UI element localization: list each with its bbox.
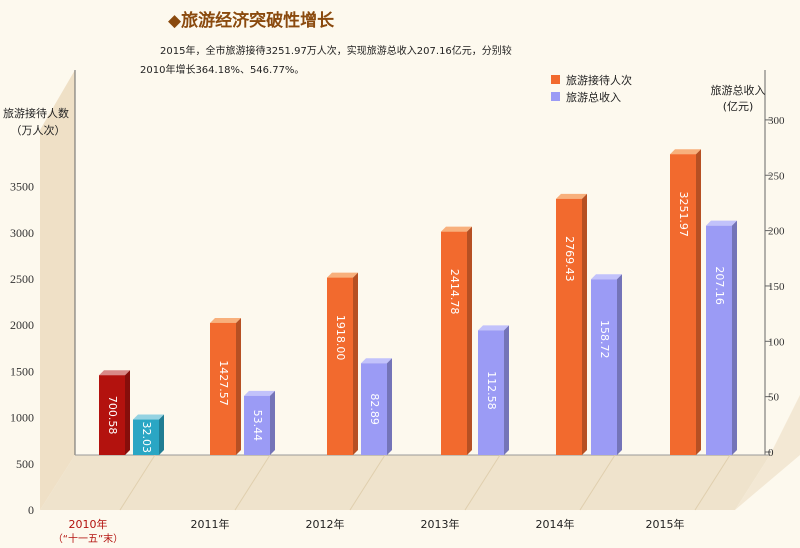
floor-divider	[579, 454, 616, 511]
bar	[244, 395, 270, 455]
bar-side	[270, 390, 275, 455]
category-label: 2012年	[306, 517, 345, 531]
bar-value-label: 1427.57	[217, 360, 230, 406]
description: 2015年，全市旅游接待3251.97万人次，实现旅游总收入207.16亿元，分…	[140, 42, 540, 80]
bar	[327, 277, 353, 455]
bar-side	[159, 414, 164, 455]
left-tick-label: 0	[28, 503, 34, 517]
bar-side	[353, 272, 358, 455]
left-tick-label: 2500	[10, 272, 34, 286]
legend-label: 旅游接待人次	[566, 73, 632, 87]
bar-value-label: 3251.97	[677, 191, 690, 237]
bar-value-label: 1918.00	[334, 315, 347, 361]
bar-top	[706, 220, 737, 226]
legend-swatch	[551, 75, 560, 84]
bar-top	[99, 370, 130, 376]
side-wall	[40, 70, 75, 510]
legend-swatch	[551, 92, 560, 101]
bar-top	[591, 274, 622, 280]
floor-divider	[119, 454, 156, 511]
bar-top	[670, 149, 701, 155]
bar-side	[467, 226, 472, 455]
bar-value-label: 82.89	[368, 393, 381, 425]
bar-value-label: 158.72	[598, 320, 611, 359]
bar	[361, 363, 387, 455]
floor-divider	[234, 454, 271, 511]
bar	[591, 279, 617, 455]
left-axis-title: （万人次）	[11, 123, 66, 137]
bar-top	[478, 325, 509, 331]
bar	[706, 225, 732, 455]
bar-value-label: 2769.43	[563, 236, 576, 282]
left-tick-label: 3500	[10, 180, 34, 194]
bar-side	[696, 149, 701, 455]
bar	[99, 375, 125, 455]
bar-top	[441, 226, 472, 232]
category-sublabel: （“十一五”末）	[53, 532, 123, 545]
bar-value-label: 112.58	[485, 371, 498, 410]
left-tick-label: 1000	[10, 411, 34, 425]
bar-value-label: 207.16	[713, 266, 726, 305]
legend-label: 旅游总收入	[566, 90, 621, 104]
category-label: 2013年	[421, 517, 460, 531]
bar-top	[133, 414, 164, 420]
bar-value-label: 700.58	[106, 396, 119, 435]
bar-top	[361, 358, 392, 364]
floor	[40, 455, 770, 510]
left-tick-label: 3000	[10, 226, 34, 240]
bar-value-label: 53.44	[251, 410, 264, 442]
category-label: 2010年	[69, 517, 108, 531]
bar-value-label: 32.03	[140, 422, 153, 454]
bar-top	[210, 317, 241, 323]
description-line: 2015年，全市旅游接待3251.97万人次，实现旅游总收入207.16亿元，分…	[160, 46, 512, 57]
floor-divider	[694, 454, 731, 511]
right-axis-title: 旅游总收入	[711, 83, 766, 97]
right-tick-label: 300	[768, 115, 785, 127]
right-tick-label: 0	[768, 447, 774, 459]
right-tick-label: 150	[768, 281, 785, 293]
bar-side	[236, 317, 241, 455]
chart-title: ◆旅游经济突破性增长	[168, 11, 335, 31]
bar-top	[556, 193, 587, 199]
bar	[210, 322, 236, 455]
bar-side	[732, 220, 737, 455]
bar-side	[617, 274, 622, 455]
category-label: 2015年	[646, 517, 685, 531]
bar-top	[244, 390, 275, 396]
category-label: 2014年	[536, 517, 575, 531]
left-tick-label: 1500	[10, 364, 34, 378]
bar-value-label: 2414.78	[448, 269, 461, 315]
bar-side	[582, 193, 587, 455]
left-tick-label: 2000	[10, 318, 34, 332]
floor-divider	[349, 454, 386, 511]
right-tick-label: 100	[768, 336, 785, 348]
left-axis-title: 旅游接待人数	[3, 106, 69, 120]
bar-top	[327, 272, 358, 278]
category-label: 2011年	[191, 517, 230, 531]
bar-side	[387, 358, 392, 455]
bar-side	[125, 370, 130, 455]
floor-right	[735, 395, 800, 510]
right-tick-label: 250	[768, 170, 785, 182]
bar	[556, 198, 582, 455]
description-line: 2010年增长364.18%、546.77%。	[140, 65, 305, 76]
left-tick-label: 500	[16, 457, 34, 471]
bar	[478, 330, 504, 455]
right-tick-label: 50	[768, 392, 780, 404]
bar	[133, 419, 159, 455]
bar	[670, 154, 696, 455]
right-tick-label: 200	[768, 226, 785, 238]
bar-side	[504, 325, 509, 455]
right-axis-title: (亿元)	[723, 100, 754, 113]
floor-divider	[464, 454, 501, 511]
bar	[441, 231, 467, 455]
